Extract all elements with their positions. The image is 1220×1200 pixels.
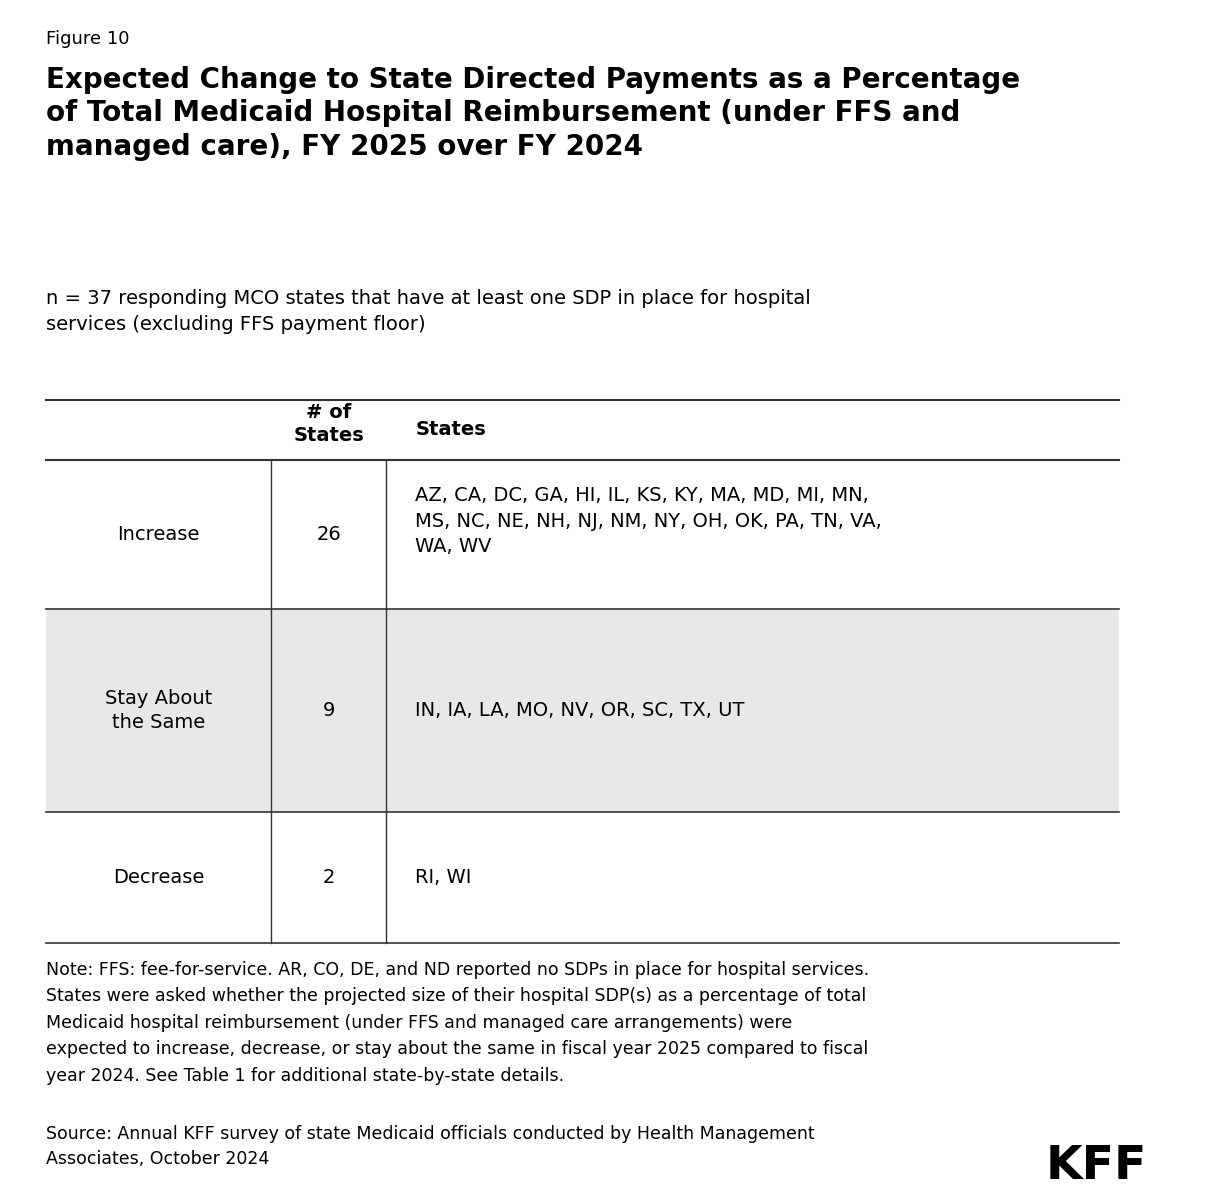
Bar <box>46 811 1119 943</box>
Text: # of
States: # of States <box>293 403 364 445</box>
Text: Source: Annual KFF survey of state Medicaid officials conducted by Health Manage: Source: Annual KFF survey of state Medic… <box>46 1124 815 1168</box>
Text: IN, IA, LA, MO, NV, OR, SC, TX, UT: IN, IA, LA, MO, NV, OR, SC, TX, UT <box>415 701 744 720</box>
Text: Figure 10: Figure 10 <box>46 30 129 48</box>
Bar <box>46 608 1119 811</box>
Text: Note: FFS: fee-for-service. AR, CO, DE, and ND reported no SDPs in place for hos: Note: FFS: fee-for-service. AR, CO, DE, … <box>46 961 870 1085</box>
Bar <box>46 460 1119 608</box>
Text: 26: 26 <box>316 524 342 544</box>
Text: n = 37 responding MCO states that have at least one SDP in place for hospital
se: n = 37 responding MCO states that have a… <box>46 289 811 334</box>
Text: 9: 9 <box>322 701 336 720</box>
Text: Increase: Increase <box>117 524 200 544</box>
Text: RI, WI: RI, WI <box>415 868 472 887</box>
Text: 2: 2 <box>322 868 336 887</box>
Text: States: States <box>415 420 486 439</box>
Text: Stay About
the Same: Stay About the Same <box>105 689 212 732</box>
Text: AZ, CA, DC, GA, HI, IL, KS, KY, MA, MD, MI, MN,
MS, NC, NE, NH, NJ, NM, NY, OH, : AZ, CA, DC, GA, HI, IL, KS, KY, MA, MD, … <box>415 486 882 557</box>
Text: Decrease: Decrease <box>113 868 204 887</box>
Text: Expected Change to State Directed Payments as a Percentage
of Total Medicaid Hos: Expected Change to State Directed Paymen… <box>46 66 1020 161</box>
Text: KFF: KFF <box>1046 1144 1147 1189</box>
